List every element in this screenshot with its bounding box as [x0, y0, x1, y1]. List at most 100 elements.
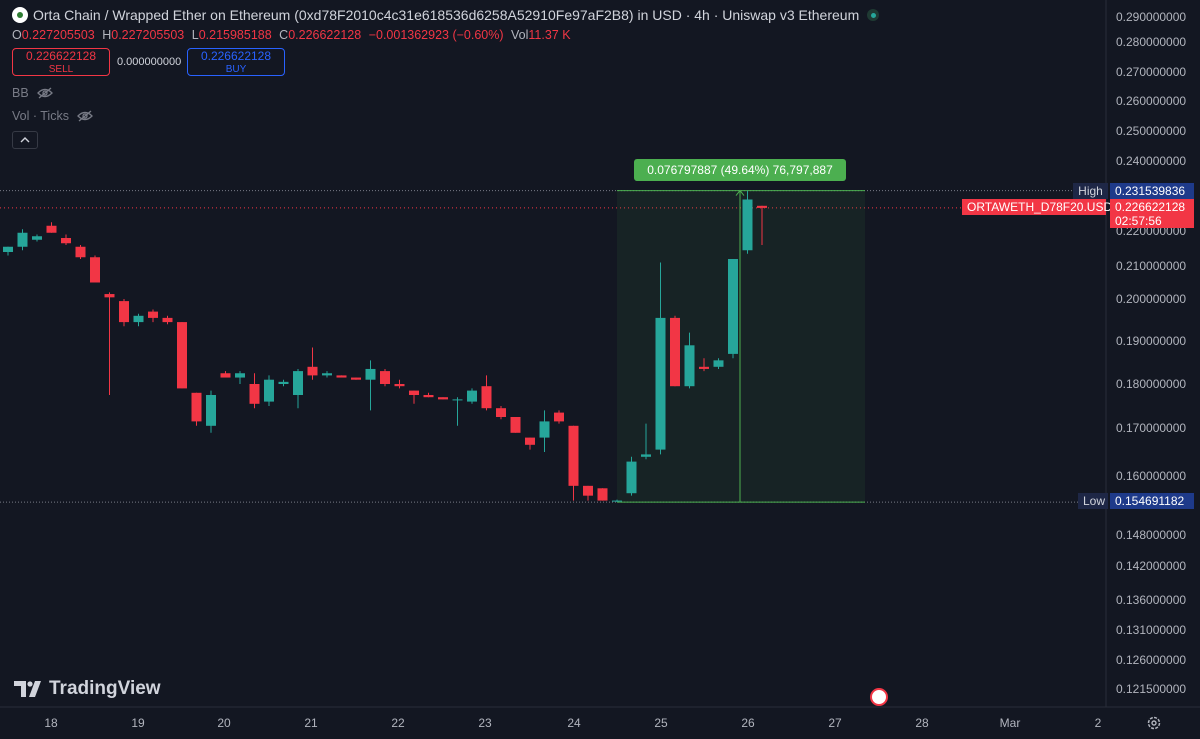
time-tick-label: 20: [217, 716, 231, 730]
candle-body: [365, 368, 376, 380]
candle-body: [554, 412, 564, 422]
measure-tool[interactable]: [617, 189, 865, 503]
us-flag-icon[interactable]: [870, 688, 888, 706]
low-label: L: [191, 28, 199, 42]
candle-body: [278, 381, 289, 384]
candle-body: [307, 366, 318, 376]
low-tag-value: 0.154691182: [1110, 493, 1194, 509]
candle-body: [583, 485, 593, 496]
time-tick-label: 27: [828, 716, 842, 730]
candle-body: [568, 425, 579, 486]
candle-body: [728, 259, 738, 354]
change-value: −0.001362923 (−0.60%): [368, 28, 504, 42]
high-label: H: [102, 28, 112, 42]
measure-range-box: [617, 190, 865, 503]
candle-body: [684, 345, 695, 387]
candle-body: [742, 199, 753, 251]
candle-body: [452, 399, 463, 401]
time-tick-label: 26: [741, 716, 755, 730]
measure-label[interactable]: 0.076797887 (49.64%) 76,797,887: [634, 159, 846, 181]
sell-button[interactable]: 0.226622128 SELL: [12, 48, 110, 76]
current-price-value: 0.226622128: [1115, 200, 1186, 214]
candle-body: [525, 437, 535, 445]
tradingview-logo-text: TradingView: [49, 678, 161, 699]
time-tick-label: 28: [915, 716, 929, 730]
live-status-icon: [867, 9, 880, 21]
candle-body: [46, 225, 57, 233]
candle-body: [699, 366, 709, 369]
candle-body: [249, 384, 260, 404]
price-axis[interactable]: 0.290000000 0.280000000 0.270000000 0.26000…: [1116, 10, 1186, 696]
price-tick-label: 0.180000000: [1116, 377, 1186, 391]
chart-title[interactable]: Orta Chain / Wrapped Ether on Ethereum (…: [12, 7, 880, 23]
price-tick-label: 0.190000000: [1116, 334, 1186, 348]
candle-body: [438, 397, 448, 400]
candle-body: [61, 238, 71, 244]
tradingview-logo[interactable]: TradingView: [14, 678, 161, 700]
price-tick-label: 0.131000000: [1116, 623, 1186, 637]
candle-body: [148, 311, 158, 318]
candle-body: [235, 373, 245, 378]
chart-title-text: Orta Chain / Wrapped Ether on Ethereum (…: [33, 7, 860, 23]
buy-button[interactable]: 0.226622128 BUY: [187, 48, 285, 76]
candle-body: [394, 384, 405, 387]
indicator-volume[interactable]: Vol · Ticks: [12, 109, 93, 123]
candle-body: [510, 417, 521, 433]
candle-body: [351, 377, 361, 380]
candle-body: [75, 246, 86, 258]
low-tag-label: Low: [1078, 493, 1108, 509]
price-tick-label: 0.170000000: [1116, 421, 1186, 435]
price-tick-label: 0.142000000: [1116, 559, 1186, 573]
bar-countdown: 02:57:56: [1115, 214, 1162, 228]
indicator-bb-label: BB: [12, 86, 29, 100]
candle-body: [423, 395, 434, 398]
time-tick-label: 24: [567, 716, 581, 730]
candle-body: [293, 371, 303, 395]
price-tick-label: 0.136000000: [1116, 593, 1186, 607]
price-tick-label: 0.148000000: [1116, 528, 1186, 542]
buy-label: BUY: [225, 64, 247, 75]
candle-series: [3, 190, 767, 503]
gear-icon[interactable]: [1146, 715, 1162, 731]
indicator-bb[interactable]: BB: [12, 86, 53, 100]
price-tick-label: 0.280000000: [1116, 35, 1186, 49]
candle-body: [481, 386, 492, 409]
price-tick-label: 0.126000000: [1116, 653, 1186, 667]
ohlc-legend: O0.227205503 H0.227205503 L0.215985188 C…: [12, 28, 575, 42]
buy-price: 0.226622128: [200, 49, 272, 63]
volume-value: 11.37 K: [528, 28, 571, 42]
sell-price: 0.226622128: [25, 49, 97, 63]
eye-off-icon[interactable]: [77, 110, 93, 122]
time-axis[interactable]: 18 19 20 21 22 23 24 25 26 27 28 Mar 2: [44, 716, 1101, 730]
time-axis-background: [0, 707, 1200, 739]
candle-body: [3, 246, 13, 252]
candle-body: [119, 301, 129, 323]
price-tick-label: 0.240000000: [1116, 154, 1186, 168]
candle-body: [177, 322, 187, 389]
candle-body: [206, 395, 216, 426]
candle-body: [191, 392, 202, 422]
candle-body: [757, 205, 767, 208]
time-tick-label: 2: [1095, 716, 1102, 730]
time-tick-label: Mar: [1000, 716, 1021, 730]
candle-body: [612, 500, 622, 502]
measure-arrow-head: [735, 189, 745, 196]
candle-body: [133, 315, 144, 323]
price-tick-label: 0.210000000: [1116, 259, 1186, 273]
sell-label: SELL: [48, 64, 74, 75]
low-value: 0.215985188: [198, 28, 272, 42]
price-tick-label: 0.121500000: [1116, 682, 1186, 696]
high-tag-label: High: [1073, 183, 1108, 199]
price-tick-label: 0.270000000: [1116, 65, 1186, 79]
eye-off-icon[interactable]: [36, 87, 53, 99]
price-tick-label: 0.250000000: [1116, 124, 1186, 138]
candle-body: [539, 421, 550, 438]
time-tick-label: 23: [478, 716, 492, 730]
price-tick-label: 0.200000000: [1116, 292, 1186, 306]
collapse-legend-button[interactable]: [12, 131, 38, 149]
candle-body: [409, 390, 419, 395]
price-tick-label: 0.290000000: [1116, 10, 1186, 24]
candle-body: [380, 371, 390, 384]
candle-body: [626, 461, 637, 494]
